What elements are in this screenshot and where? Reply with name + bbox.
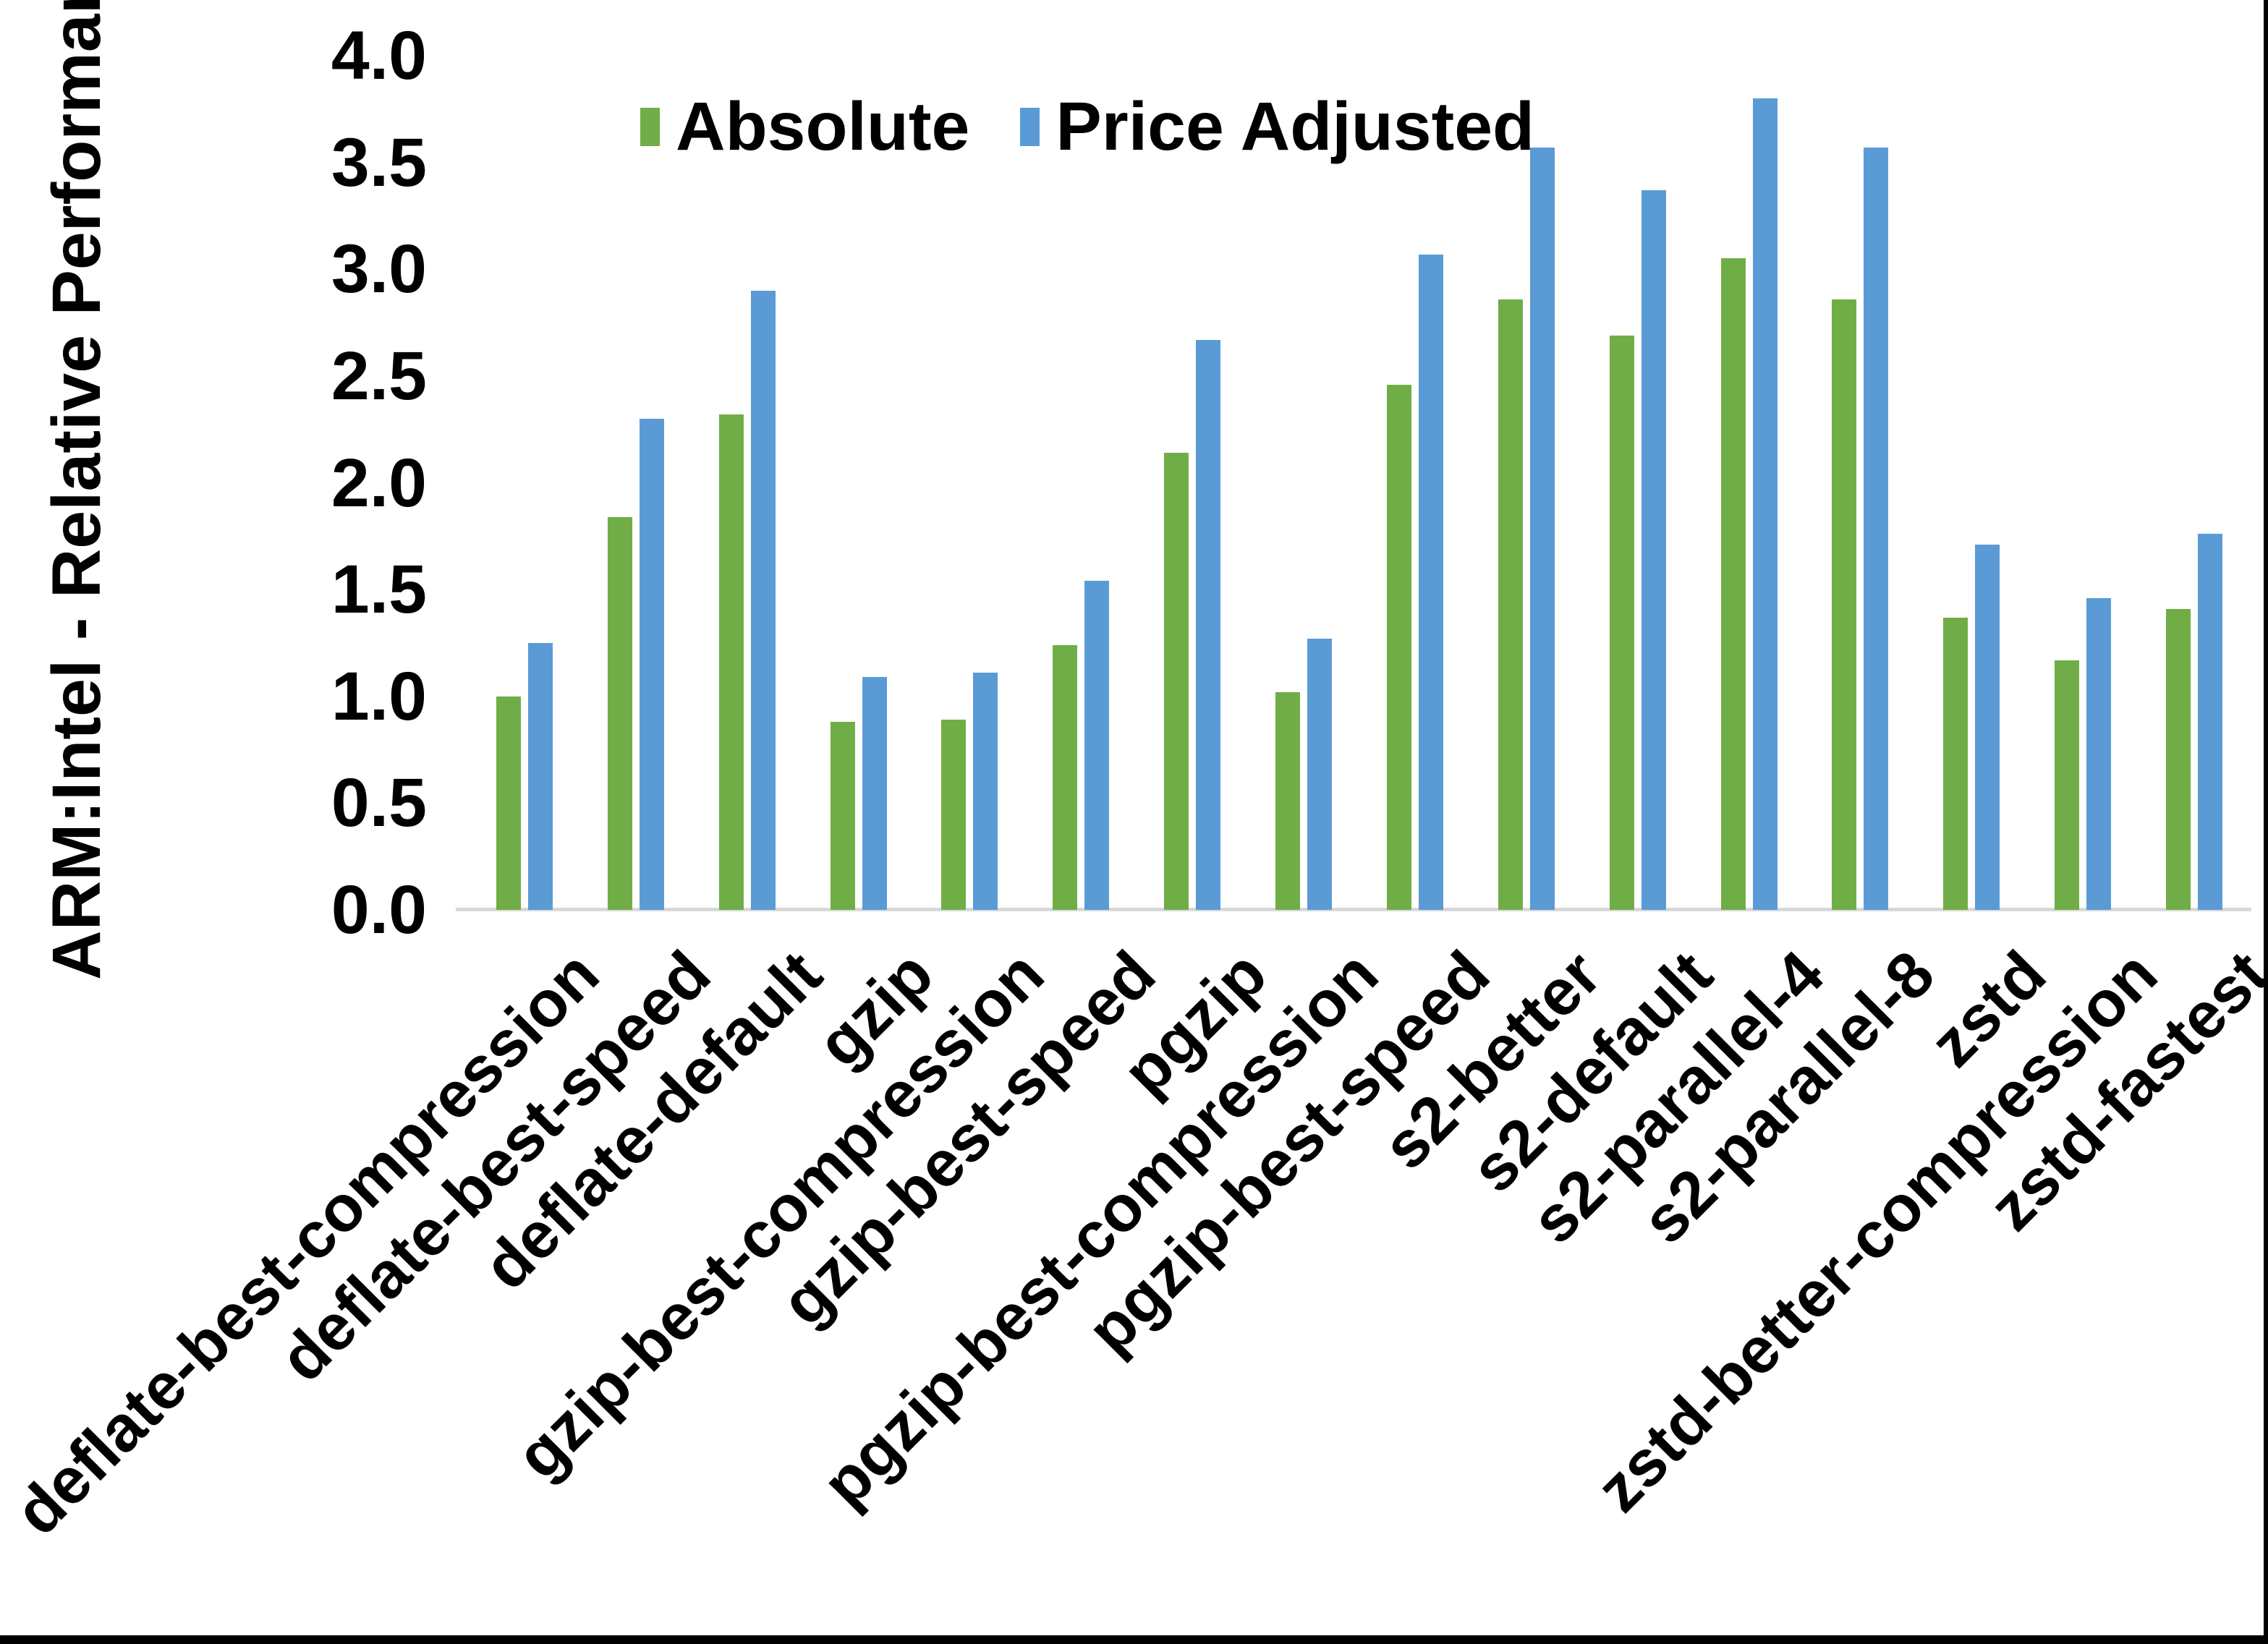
legend-swatch-price-adjusted <box>1020 108 1040 146</box>
bar-price-adjusted-s2-parallel-4 <box>1753 98 1778 910</box>
y-tick-label: 0.0 <box>331 871 427 948</box>
bar-absolute-deflate-best-speed <box>608 517 632 910</box>
bar-price-adjusted-pgzip-best-speed <box>1419 255 1443 910</box>
bar-price-adjusted-zstd-fastest <box>2198 534 2222 910</box>
bar-absolute-pgzip <box>1164 453 1189 910</box>
y-tick-label: 2.0 <box>331 444 427 521</box>
y-tick-label: 1.0 <box>331 657 427 735</box>
y-tick-label: 2.5 <box>331 337 427 414</box>
legend-swatch-absolute <box>640 108 660 146</box>
bar-price-adjusted-deflate-best-compression <box>528 643 553 910</box>
bar-price-adjusted-pgzip <box>1196 340 1220 910</box>
bar-price-adjusted-pgzip-best-compression <box>1307 639 1332 910</box>
figure-border-right <box>2264 0 2268 1644</box>
x-axis-line <box>456 908 2251 911</box>
legend-item-price-adjusted: Price Adjusted <box>1020 93 1534 161</box>
bar-absolute-gzip <box>831 722 855 910</box>
bar-absolute-s2-better <box>1498 299 1523 910</box>
bar-absolute-gzip-best-compression <box>941 720 966 910</box>
bar-price-adjusted-s2-better <box>1530 148 1555 910</box>
bar-price-adjusted-deflate-default <box>751 291 776 910</box>
bar-absolute-zstd <box>1943 618 1968 910</box>
bar-price-adjusted-gzip-best-compression <box>973 673 998 910</box>
legend: Absolute Price Adjusted <box>640 93 1534 161</box>
bar-price-adjusted-gzip <box>862 677 887 910</box>
bar-absolute-pgzip-best-speed <box>1387 385 1411 910</box>
y-tick-label: 3.5 <box>331 124 427 201</box>
legend-label: Absolute <box>676 88 970 165</box>
bar-absolute-deflate-default <box>719 414 744 910</box>
bar-price-adjusted-zstd <box>1975 545 2000 910</box>
bar-price-adjusted-gzip-best-speed <box>1084 581 1109 910</box>
figure-border-bottom <box>0 1635 2268 1644</box>
bar-absolute-zstd-better-compression <box>2055 660 2079 910</box>
y-tick-label: 3.0 <box>331 230 427 307</box>
y-tick-label: 1.5 <box>331 550 427 628</box>
bar-absolute-s2-parallel-8 <box>1832 299 1856 910</box>
bar-price-adjusted-s2-parallel-8 <box>1864 148 1888 910</box>
bar-absolute-s2-default <box>1610 336 1634 910</box>
bar-absolute-pgzip-best-compression <box>1275 692 1300 910</box>
bar-absolute-zstd-fastest <box>2166 609 2191 910</box>
bar-price-adjusted-deflate-best-speed <box>640 419 664 910</box>
bar-absolute-deflate-best-compression <box>496 697 521 910</box>
bar-price-adjusted-s2-default <box>1641 190 1666 910</box>
bar-absolute-s2-parallel-4 <box>1721 258 1746 910</box>
bar-absolute-gzip-best-speed <box>1053 645 1077 910</box>
bar-price-adjusted-zstd-better-compression <box>2086 598 2111 910</box>
y-tick-label: 0.5 <box>331 764 427 841</box>
legend-label: Price Adjusted <box>1056 88 1535 165</box>
legend-item-absolute: Absolute <box>640 93 969 161</box>
y-tick-label: 4.0 <box>331 17 427 94</box>
